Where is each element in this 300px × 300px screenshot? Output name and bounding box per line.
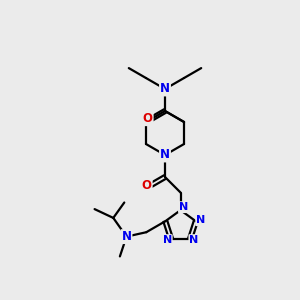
Text: O: O	[143, 112, 153, 125]
Text: N: N	[189, 235, 199, 245]
Text: N: N	[179, 202, 188, 212]
Text: N: N	[160, 82, 170, 95]
Text: N: N	[196, 215, 206, 225]
Text: N: N	[122, 230, 131, 243]
Text: N: N	[163, 235, 172, 245]
Text: O: O	[142, 179, 152, 192]
Text: N: N	[160, 148, 170, 161]
